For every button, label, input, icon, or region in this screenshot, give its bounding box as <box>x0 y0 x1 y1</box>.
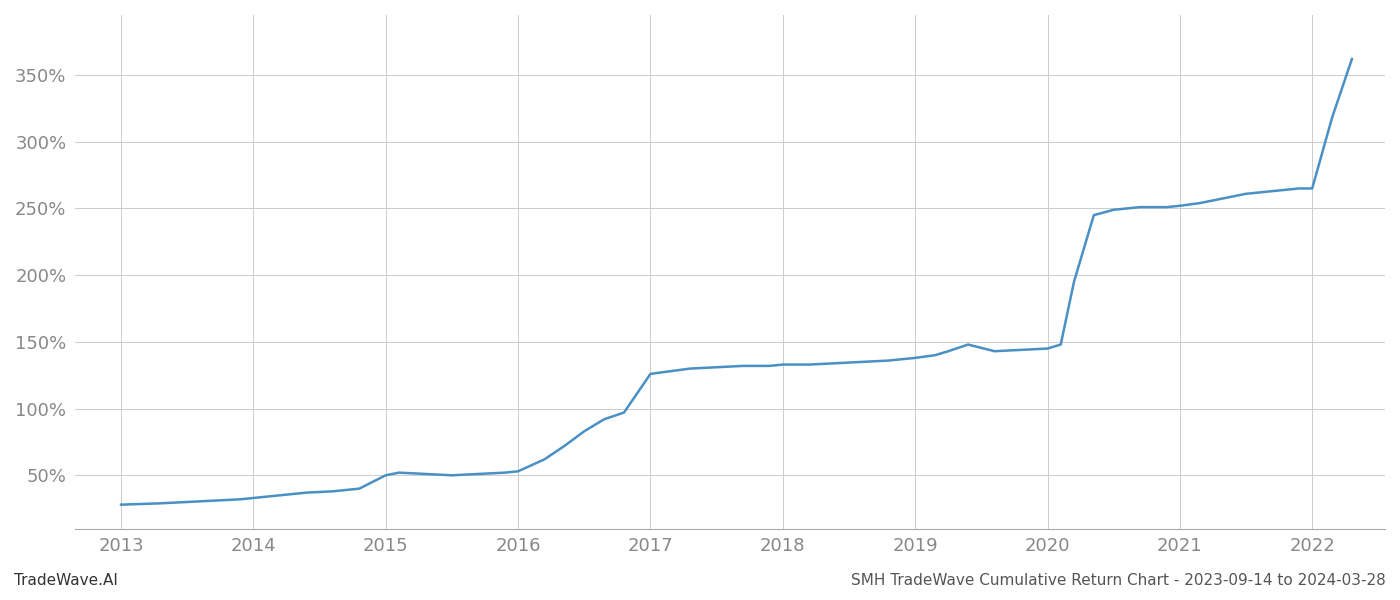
Text: SMH TradeWave Cumulative Return Chart - 2023-09-14 to 2024-03-28: SMH TradeWave Cumulative Return Chart - … <box>851 573 1386 588</box>
Text: TradeWave.AI: TradeWave.AI <box>14 573 118 588</box>
